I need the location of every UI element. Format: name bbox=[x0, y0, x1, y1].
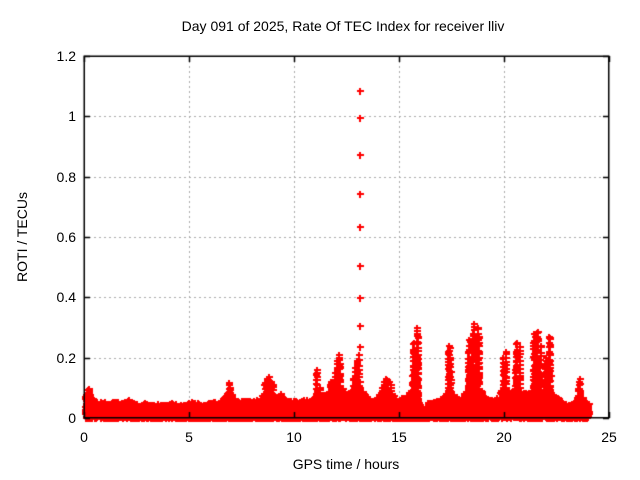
y-tick-label: 0.4 bbox=[56, 289, 76, 306]
x-tick-label: 20 bbox=[496, 429, 512, 445]
y-tick-label: 0.8 bbox=[56, 168, 76, 185]
x-tick-label: 5 bbox=[185, 429, 193, 445]
y-tick-label: 0.2 bbox=[56, 349, 76, 366]
y-tick-label: 0 bbox=[68, 410, 76, 426]
x-tick-label: 15 bbox=[391, 429, 407, 445]
x-tick-label: 0 bbox=[80, 429, 88, 445]
x-axis-label: GPS time / hours bbox=[292, 456, 400, 472]
y-tick-label: 1 bbox=[68, 108, 76, 125]
x-tick-label: 10 bbox=[286, 429, 302, 445]
y-tick-label: 1.2 bbox=[56, 48, 76, 64]
y-tick-label: 0.6 bbox=[56, 229, 76, 245]
chart-title: Day 091 of 2025, Rate Of TEC Index for r… bbox=[181, 18, 505, 34]
x-tick-label: 25 bbox=[601, 429, 617, 445]
